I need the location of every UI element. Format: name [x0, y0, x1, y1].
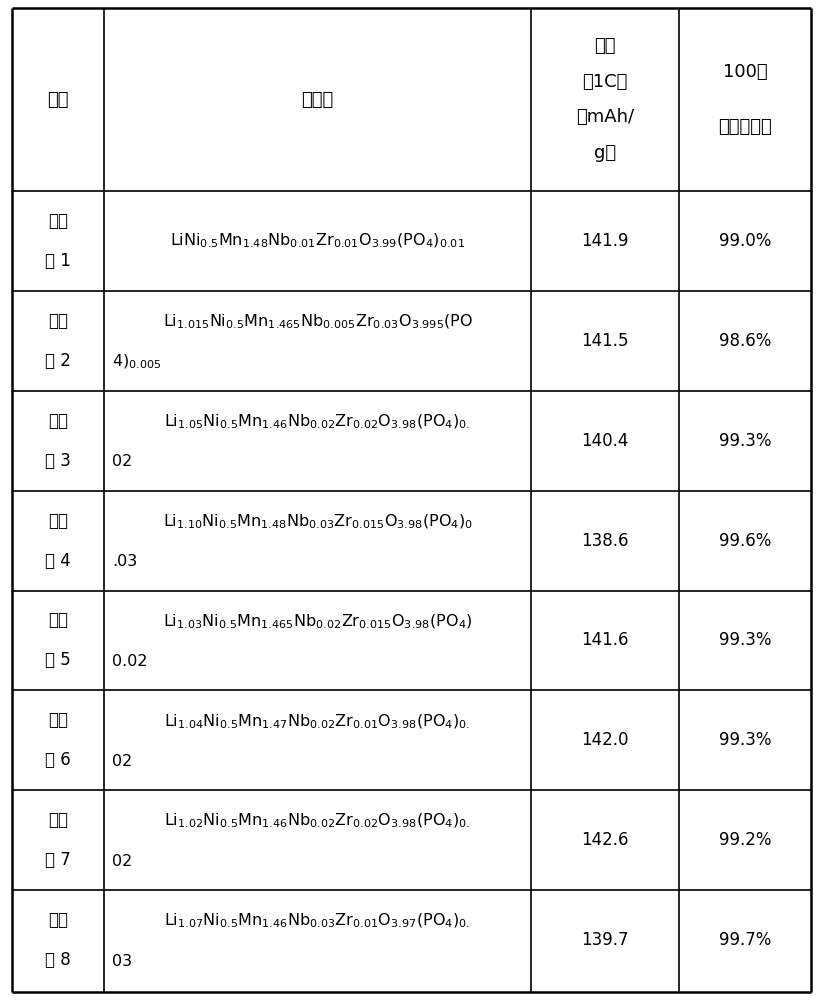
Text: 例 8: 例 8: [45, 951, 71, 969]
Text: 99.3%: 99.3%: [718, 631, 771, 649]
Text: Li$_{1.05}$Ni$_{0.5}$Mn$_{1.46}$Nb$_{0.02}$Zr$_{0.02}$O$_{3.98}$(PO$_4$)$_{0.}$: Li$_{1.05}$Ni$_{0.5}$Mn$_{1.46}$Nb$_{0.0…: [165, 413, 471, 431]
Text: 99.7%: 99.7%: [719, 931, 771, 949]
Text: 98.6%: 98.6%: [719, 332, 771, 350]
Text: 例 3: 例 3: [45, 452, 71, 470]
Text: Li$_{1.07}$Ni$_{0.5}$Mn$_{1.46}$Nb$_{0.03}$Zr$_{0.01}$O$_{3.97}$(PO$_4$)$_{0.}$: Li$_{1.07}$Ni$_{0.5}$Mn$_{1.46}$Nb$_{0.0…: [165, 912, 471, 930]
Text: Li$_{1.03}$Ni$_{0.5}$Mn$_{1.465}$Nb$_{0.02}$Zr$_{0.015}$O$_{3.98}$(PO$_4$): Li$_{1.03}$Ni$_{0.5}$Mn$_{1.465}$Nb$_{0.…: [163, 612, 472, 631]
Text: 99.0%: 99.0%: [719, 232, 771, 250]
Text: 分子式: 分子式: [301, 91, 334, 108]
Text: .03: .03: [112, 554, 137, 569]
Text: 141.9: 141.9: [582, 232, 629, 250]
Text: 142.6: 142.6: [582, 831, 629, 849]
Text: 02: 02: [112, 854, 133, 869]
Text: 项目: 项目: [47, 91, 68, 108]
Text: 138.6: 138.6: [582, 532, 629, 550]
Text: Li$_{1.04}$Ni$_{0.5}$Mn$_{1.47}$Nb$_{0.02}$Zr$_{0.01}$O$_{3.98}$(PO$_4$)$_{0.}$: Li$_{1.04}$Ni$_{0.5}$Mn$_{1.47}$Nb$_{0.0…: [165, 712, 471, 731]
Text: 99.2%: 99.2%: [718, 831, 771, 849]
Text: 99.6%: 99.6%: [719, 532, 771, 550]
Text: 实施: 实施: [48, 911, 68, 929]
Text: 例 5: 例 5: [45, 651, 71, 669]
Text: 例 1: 例 1: [45, 252, 71, 270]
Text: 141.6: 141.6: [582, 631, 629, 649]
Text: 循环保持率: 循环保持率: [718, 118, 772, 136]
Text: （mAh/: （mAh/: [576, 108, 635, 126]
Text: g）: g）: [594, 144, 616, 162]
Text: 实施: 实施: [48, 512, 68, 530]
Text: 141.5: 141.5: [582, 332, 629, 350]
Text: 实施: 实施: [48, 711, 68, 729]
Text: 首放: 首放: [594, 37, 616, 55]
Text: 例 7: 例 7: [45, 851, 71, 869]
Text: Li$_{1.015}$Ni$_{0.5}$Mn$_{1.465}$Nb$_{0.005}$Zr$_{0.03}$O$_{3.995}$(PO: Li$_{1.015}$Ni$_{0.5}$Mn$_{1.465}$Nb$_{0…: [163, 313, 472, 331]
Text: 140.4: 140.4: [582, 432, 629, 450]
Text: 实施: 实施: [48, 611, 68, 629]
Text: 实施: 实施: [48, 811, 68, 829]
Text: 例 4: 例 4: [45, 552, 71, 570]
Text: 实施: 实施: [48, 212, 68, 230]
Text: 实施: 实施: [48, 312, 68, 330]
Text: 02: 02: [112, 754, 133, 769]
Text: 实施: 实施: [48, 412, 68, 430]
Text: （1C）: （1C）: [583, 73, 628, 91]
Text: LiNi$_{0.5}$Mn$_{1.48}$Nb$_{0.01}$Zr$_{0.01}$O$_{3.99}$(PO$_4$)$_{0.01}$: LiNi$_{0.5}$Mn$_{1.48}$Nb$_{0.01}$Zr$_{0…: [170, 232, 465, 250]
Text: 99.3%: 99.3%: [718, 432, 771, 450]
Text: 99.3%: 99.3%: [718, 731, 771, 749]
Text: 0.02: 0.02: [112, 654, 147, 669]
Text: 139.7: 139.7: [582, 931, 629, 949]
Text: 4)$_{0.005}$: 4)$_{0.005}$: [112, 353, 161, 371]
Text: Li$_{1.10}$Ni$_{0.5}$Mn$_{1.48}$Nb$_{0.03}$Zr$_{0.015}$O$_{3.98}$(PO$_4$)$_0$: Li$_{1.10}$Ni$_{0.5}$Mn$_{1.48}$Nb$_{0.0…: [162, 512, 472, 531]
Text: 03: 03: [112, 954, 132, 969]
Text: Li$_{1.02}$Ni$_{0.5}$Mn$_{1.46}$Nb$_{0.02}$Zr$_{0.02}$O$_{3.98}$(PO$_4$)$_{0.}$: Li$_{1.02}$Ni$_{0.5}$Mn$_{1.46}$Nb$_{0.0…: [165, 812, 471, 830]
Text: 02: 02: [112, 454, 133, 469]
Text: 例 2: 例 2: [45, 352, 71, 370]
Text: 142.0: 142.0: [582, 731, 629, 749]
Text: 例 6: 例 6: [45, 751, 71, 769]
Text: 100次: 100次: [723, 63, 767, 81]
